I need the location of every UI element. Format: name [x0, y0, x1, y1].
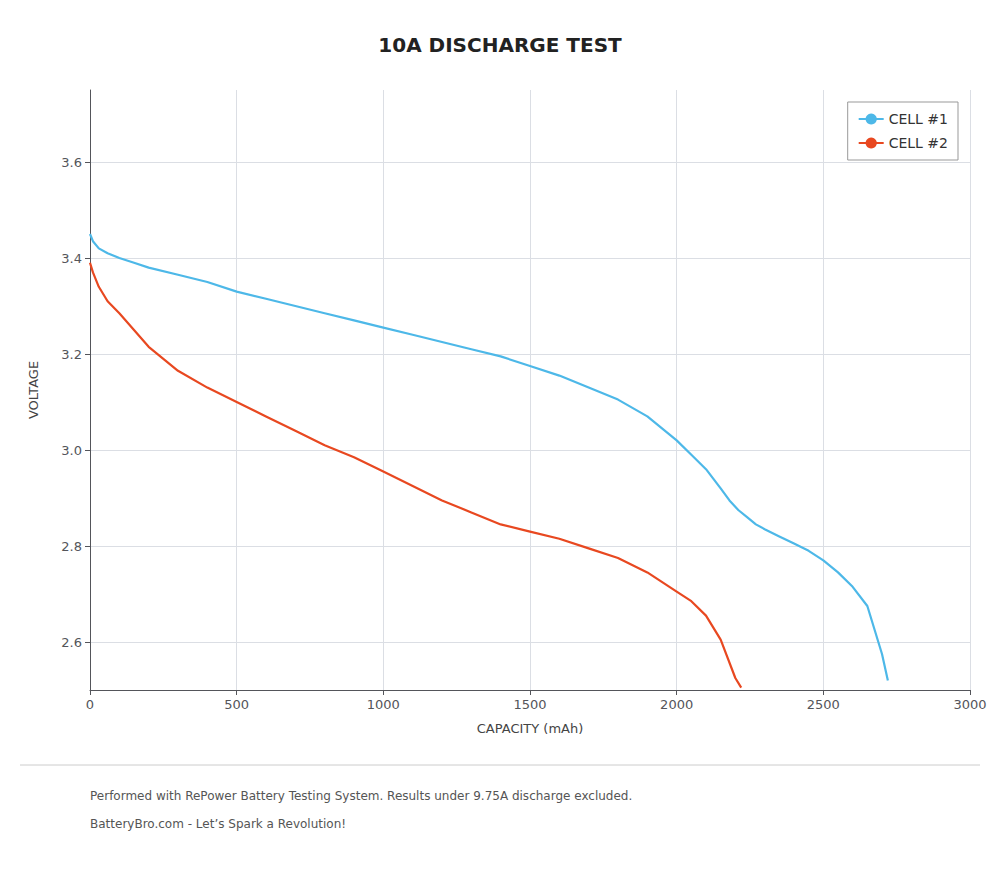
svg-text:3.4: 3.4: [61, 251, 82, 266]
svg-text:CELL #1: CELL #1: [889, 111, 948, 127]
svg-text:BatteryBro.com - Let’s Spark a: BatteryBro.com - Let’s Spark a Revolutio…: [90, 817, 346, 831]
svg-text:3.6: 3.6: [61, 155, 82, 170]
svg-text:3.0: 3.0: [61, 443, 82, 458]
svg-text:3.2: 3.2: [61, 347, 82, 362]
svg-text:2000: 2000: [660, 697, 693, 712]
svg-text:2500: 2500: [807, 697, 840, 712]
svg-text:500: 500: [224, 697, 249, 712]
svg-text:10A DISCHARGE TEST: 10A DISCHARGE TEST: [378, 33, 622, 57]
svg-text:3000: 3000: [953, 697, 986, 712]
svg-text:2.6: 2.6: [61, 635, 82, 650]
svg-text:1000: 1000: [367, 697, 400, 712]
svg-text:0: 0: [86, 697, 94, 712]
svg-text:CELL #2: CELL #2: [889, 135, 948, 151]
svg-text:Performed with RePower Battery: Performed with RePower Battery Testing S…: [90, 789, 632, 803]
svg-text:CAPACITY (mAh): CAPACITY (mAh): [477, 721, 584, 736]
svg-text:1500: 1500: [513, 697, 546, 712]
svg-text:2.8: 2.8: [61, 539, 82, 554]
svg-text:VOLTAGE: VOLTAGE: [26, 361, 41, 419]
